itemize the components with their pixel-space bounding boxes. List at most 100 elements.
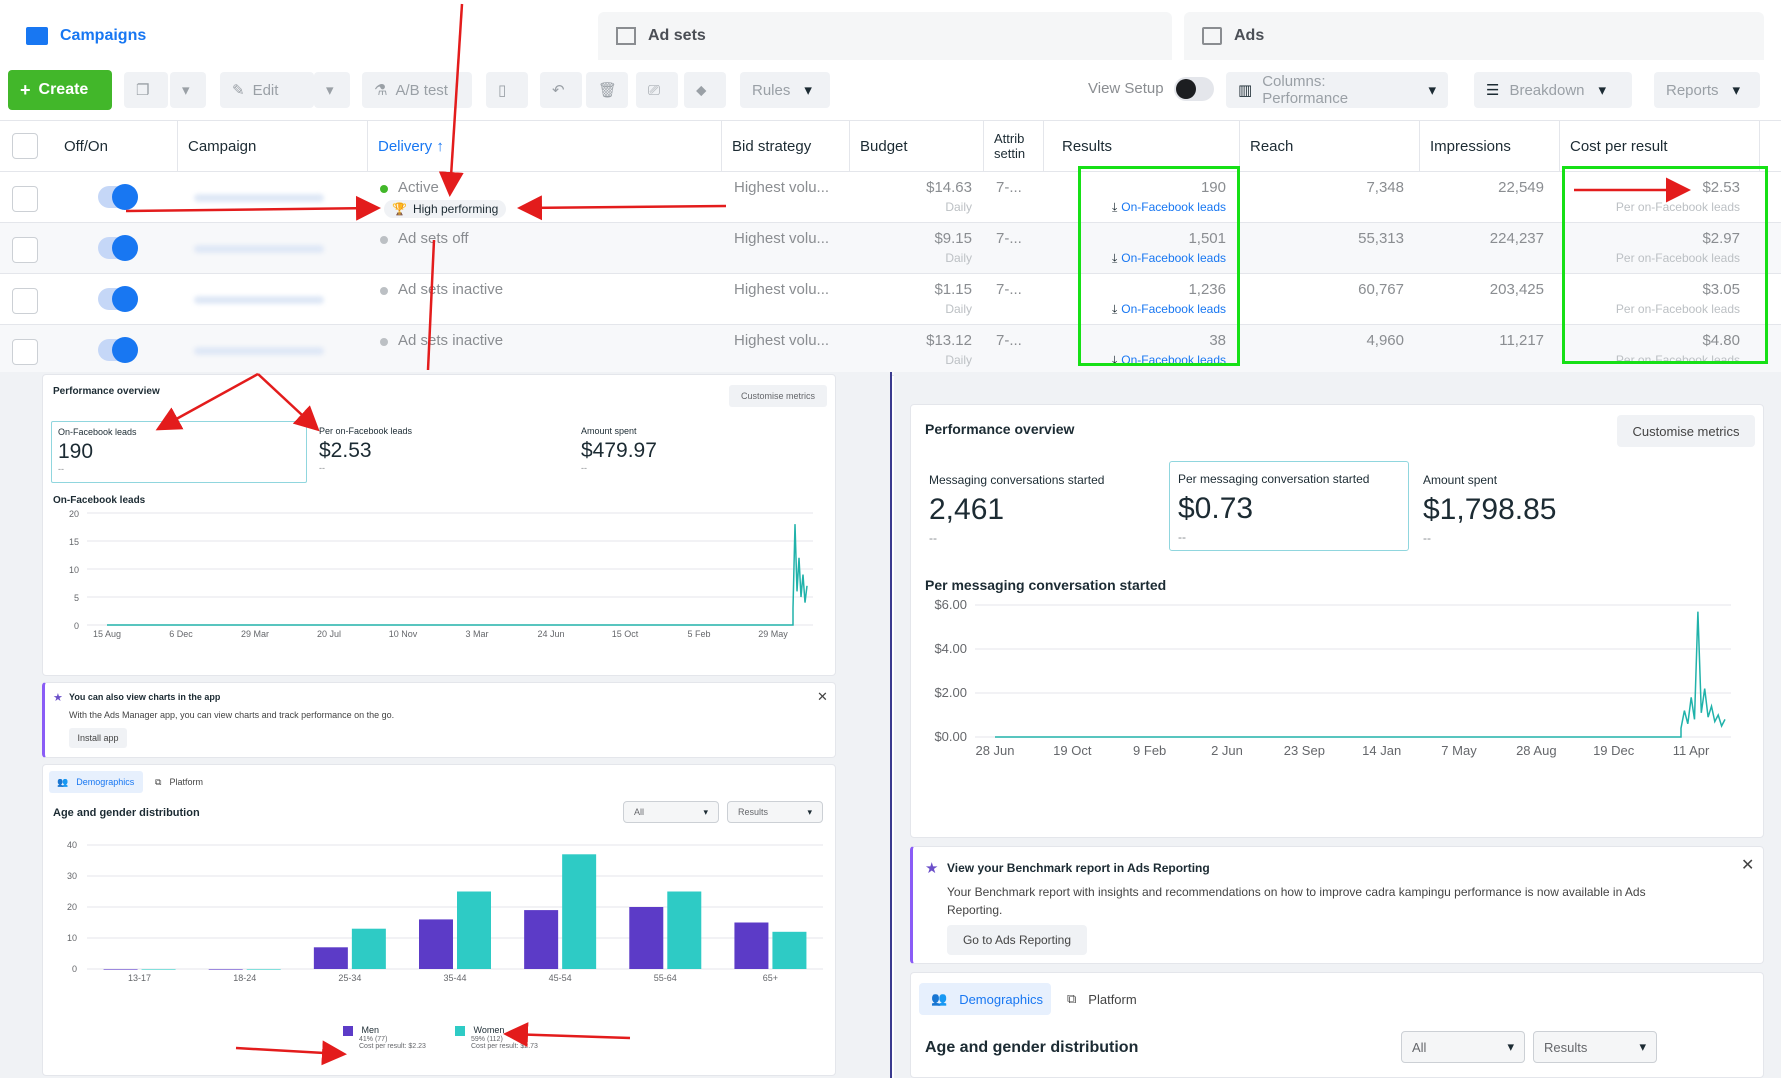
left-tab-demographics[interactable]: 👥 Demographics bbox=[49, 771, 143, 793]
x-tick-label: 10 Nov bbox=[389, 629, 418, 639]
campaign-name-blurred[interactable] bbox=[194, 245, 324, 253]
table-row[interactable]: Active 🏆 High performing Highest volu... $14… bbox=[0, 172, 1781, 223]
x-tick-label: 20 Jul bbox=[317, 629, 341, 639]
left-metric-leads[interactable]: On-Facebook leads 190 -- bbox=[51, 421, 307, 483]
table-header bbox=[0, 120, 1781, 172]
chevron-down-icon: ▾ bbox=[182, 82, 190, 99]
results-type[interactable]: ⤓ On-Facebook leads bbox=[1111, 251, 1226, 265]
x-tick-label: 6 Dec bbox=[169, 629, 193, 639]
download-icon: ⤓ bbox=[1111, 302, 1118, 316]
right-tab-platform[interactable]: ⧉ Platform bbox=[1067, 991, 1137, 1007]
table-row[interactable]: Ad sets off Highest volu... $9.15 Daily 7-..… bbox=[0, 223, 1781, 274]
bar-men-45-54[interactable] bbox=[524, 910, 559, 969]
results-type[interactable]: ⤓ On-Facebook leads bbox=[1111, 200, 1226, 214]
duplicate-button[interactable]: ❐ bbox=[124, 72, 168, 108]
y-tick-label: 0 bbox=[74, 621, 79, 631]
row-toggle[interactable] bbox=[98, 184, 138, 210]
tab-ads[interactable]: Ads bbox=[1184, 12, 1764, 60]
right-customise-button[interactable]: Customise metrics bbox=[1617, 415, 1755, 447]
left-customise-button[interactable]: Customise metrics bbox=[729, 385, 827, 407]
campaign-name-blurred[interactable] bbox=[194, 194, 324, 202]
edit-button[interactable]: ✎ Edit bbox=[220, 72, 314, 108]
download-icon: ⤓ bbox=[1111, 200, 1118, 214]
people-icon: 👥 bbox=[931, 991, 948, 1006]
edit-dropdown[interactable]: ▾ bbox=[314, 72, 350, 108]
close-icon[interactable]: ✕ bbox=[1741, 857, 1755, 874]
right-metric-conversations[interactable]: Messaging conversations started 2,461 -- bbox=[929, 473, 1105, 545]
row-toggle[interactable] bbox=[98, 235, 138, 261]
grid-icon bbox=[616, 27, 636, 45]
header-reach[interactable]: Reach bbox=[1240, 120, 1420, 172]
tab-campaigns[interactable]: Campaigns bbox=[8, 12, 586, 60]
bar-women-55-64[interactable] bbox=[667, 891, 702, 970]
bar-women-45-54[interactable] bbox=[562, 854, 597, 969]
left-filter-all[interactable]: All ▾ bbox=[623, 801, 719, 823]
campaign-name-blurred[interactable] bbox=[194, 347, 324, 355]
install-app-button[interactable]: Install app bbox=[69, 728, 127, 748]
create-button[interactable]: + Create bbox=[8, 70, 112, 110]
go-to-ads-reporting-button[interactable]: Go to Ads Reporting bbox=[947, 925, 1087, 955]
columns-button[interactable]: ▥ Columns: Performance ▾ bbox=[1226, 72, 1448, 108]
left-tab-platform[interactable]: ⧉ Platform bbox=[155, 776, 203, 788]
row-checkbox[interactable] bbox=[12, 339, 38, 365]
tag-button[interactable]: ⬥ bbox=[684, 72, 726, 108]
bar-women-35-44[interactable] bbox=[457, 891, 491, 970]
header-delivery[interactable]: Delivery ↑ bbox=[368, 120, 722, 172]
left-filter-results[interactable]: Results ▾ bbox=[727, 801, 823, 823]
right-filter-results[interactable]: Results ▾ bbox=[1533, 1031, 1657, 1063]
row-toggle[interactable] bbox=[98, 337, 138, 363]
delete-button[interactable]: 🗑 bbox=[586, 72, 628, 108]
header-off-on[interactable]: Off/On bbox=[54, 120, 178, 172]
bar-men-13-17[interactable] bbox=[103, 969, 138, 970]
tab-ad-sets[interactable]: Ad sets bbox=[598, 12, 1172, 60]
results-type[interactable]: ⤓ On-Facebook leads bbox=[1111, 302, 1226, 316]
ab-test-button[interactable]: ⚗ A/B test bbox=[362, 72, 472, 108]
bar-women-65+[interactable] bbox=[772, 931, 807, 969]
header-cost-per-result[interactable]: Cost per result bbox=[1560, 120, 1760, 172]
view-setup-toggle[interactable] bbox=[1174, 77, 1214, 101]
header-campaign[interactable]: Campaign bbox=[178, 120, 368, 172]
table-row[interactable]: Ad sets inactive Highest volu... $13.12 Dai… bbox=[0, 325, 1781, 376]
header-impressions[interactable]: Impressions bbox=[1420, 120, 1560, 172]
row-checkbox[interactable] bbox=[12, 237, 38, 263]
bar-men-35-44[interactable] bbox=[419, 919, 453, 969]
right-metric-spent[interactable]: Amount spent $1,798.85 -- bbox=[1423, 473, 1557, 545]
bar-women-18-24[interactable] bbox=[246, 969, 281, 970]
undo-button[interactable]: ↶ bbox=[540, 72, 582, 108]
row-checkbox[interactable] bbox=[12, 288, 38, 314]
right-metric-cost[interactable]: Per messaging conversation started $0.73… bbox=[1169, 461, 1409, 551]
reports-button[interactable]: Reports ▾ bbox=[1654, 72, 1760, 108]
impressions: 22,549 bbox=[1498, 179, 1544, 196]
right-filter-all[interactable]: All ▾ bbox=[1401, 1031, 1525, 1063]
breakdown-button[interactable]: ☰ Breakdown ▾ bbox=[1474, 72, 1632, 108]
clipboard-button[interactable]: ▯ bbox=[486, 72, 528, 108]
left-overview-title: Performance overview bbox=[53, 386, 160, 397]
legend-swatch bbox=[343, 1025, 353, 1036]
row-checkbox[interactable] bbox=[12, 186, 38, 212]
bar-men-65+[interactable] bbox=[734, 922, 769, 970]
header-attribution[interactable]: Attrib settin bbox=[984, 120, 1044, 172]
header-budget[interactable]: Budget bbox=[850, 120, 984, 172]
left-metric-spent[interactable]: Amount spent $479.97 -- bbox=[581, 426, 657, 473]
bar-women-13-17[interactable] bbox=[141, 969, 176, 970]
table-row[interactable]: Ad sets inactive Highest volu... $1.15 Dail… bbox=[0, 274, 1781, 325]
row-toggle[interactable] bbox=[98, 286, 138, 312]
x-tick-label: 25-34 bbox=[338, 973, 361, 983]
bar-women-25-34[interactable] bbox=[351, 928, 386, 969]
duplicate-dropdown[interactable]: ▾ bbox=[170, 72, 206, 108]
header-bid-strategy[interactable]: Bid strategy bbox=[722, 120, 850, 172]
people-icon: 👥 bbox=[57, 776, 69, 787]
campaign-name-blurred[interactable] bbox=[194, 296, 324, 304]
star-icon: ★ bbox=[53, 692, 63, 704]
bar-men-55-64[interactable] bbox=[629, 907, 664, 969]
bar-men-25-34[interactable] bbox=[313, 947, 348, 969]
select-all-checkbox[interactable] bbox=[12, 133, 38, 159]
impressions: 224,237 bbox=[1489, 230, 1544, 247]
left-metric-cost[interactable]: Per on-Facebook leads $2.53 -- bbox=[319, 426, 413, 473]
header-results[interactable]: Results bbox=[1052, 120, 1240, 172]
preview-button[interactable]: ⎚ bbox=[636, 72, 678, 108]
rules-button[interactable]: Rules ▾ bbox=[740, 72, 830, 108]
close-icon[interactable]: ✕ bbox=[817, 689, 828, 704]
right-tab-demographics[interactable]: 👥 Demographics bbox=[919, 983, 1051, 1015]
bar-men-18-24[interactable] bbox=[208, 969, 243, 970]
